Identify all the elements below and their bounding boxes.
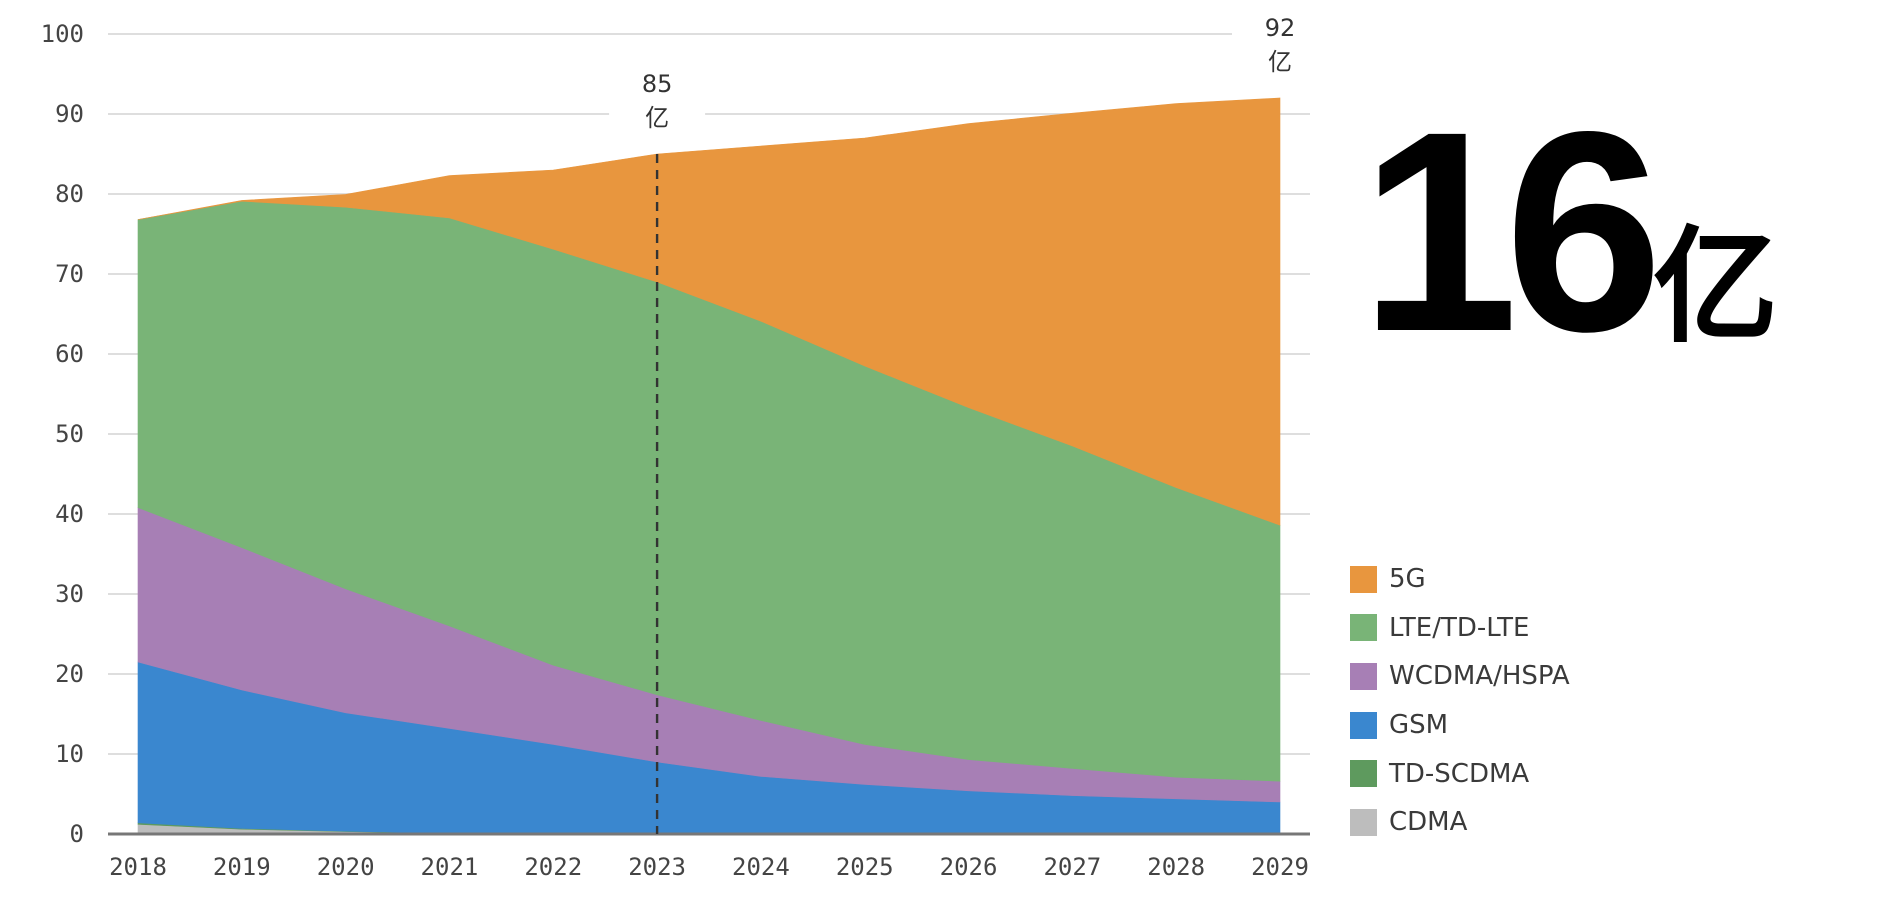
y-tick-label: 0 bbox=[70, 820, 84, 848]
headline-unit: 亿 bbox=[1653, 215, 1779, 360]
legend-label: 5G bbox=[1389, 564, 1426, 595]
legend-swatch bbox=[1350, 808, 1377, 836]
legend-swatch bbox=[1350, 760, 1377, 788]
legend-swatch bbox=[1350, 711, 1377, 739]
x-tick-label: 2018 bbox=[109, 853, 167, 881]
x-tick-label: 2020 bbox=[317, 853, 375, 881]
annotation-label-background bbox=[609, 64, 706, 144]
annotations: 85 亿 92 亿 bbox=[609, 8, 1328, 834]
x-tick-label: 2026 bbox=[940, 853, 998, 881]
y-tick-label: 20 bbox=[55, 660, 84, 688]
legend-item: 5G bbox=[1350, 555, 1570, 604]
legend-label: LTE/TD-LTE bbox=[1389, 612, 1530, 643]
y-tick-label: 80 bbox=[55, 180, 84, 208]
x-tick-label: 2021 bbox=[421, 853, 479, 881]
annotation-value: 92 bbox=[1265, 14, 1296, 42]
annotation-label-background bbox=[1232, 8, 1328, 88]
legend-label: GSM bbox=[1389, 710, 1449, 741]
y-tick-label: 70 bbox=[55, 260, 84, 288]
y-tick-label: 60 bbox=[55, 340, 84, 368]
legend: 5G LTE/TD-LTE WCDMA/HSPA GSM TD-SCDMA CDMA bbox=[1350, 555, 1570, 847]
legend-swatch bbox=[1350, 614, 1377, 642]
legend-label: TD-SCDMA bbox=[1389, 758, 1530, 789]
x-tick-label: 2027 bbox=[1043, 853, 1101, 881]
legend-swatch bbox=[1350, 565, 1377, 593]
y-tick-label: 50 bbox=[55, 420, 84, 448]
legend-label: CDMA bbox=[1389, 807, 1468, 838]
y-tick-label: 10 bbox=[55, 740, 84, 768]
x-tick-label: 2025 bbox=[836, 853, 894, 881]
legend-item: TD-SCDMA bbox=[1350, 749, 1570, 798]
x-tick-label: 2022 bbox=[524, 853, 582, 881]
x-tick-label: 2019 bbox=[213, 853, 271, 881]
x-tick-label: 2023 bbox=[628, 853, 686, 881]
axes: 2018 2019 2020 2021 2022 2023 2024 2025 2026 2027… bbox=[108, 832, 1310, 881]
legend-item: GSM bbox=[1350, 701, 1570, 750]
x-tick-label: 2024 bbox=[732, 853, 790, 881]
headline-number: 16亿 bbox=[1360, 90, 1778, 375]
annotation-value: 85 bbox=[642, 70, 673, 98]
stacked-areas bbox=[137, 97, 1281, 835]
legend-label: WCDMA/HSPA bbox=[1389, 661, 1570, 692]
annotation-unit: 亿 bbox=[645, 104, 669, 132]
y-tick-label: 100 bbox=[41, 20, 84, 48]
legend-item: LTE/TD-LTE bbox=[1350, 604, 1570, 653]
x-tick-label: 2029 bbox=[1251, 853, 1309, 881]
y-tick-label: 90 bbox=[55, 100, 84, 128]
annotation-unit: 亿 bbox=[1268, 48, 1292, 76]
y-tick-label: 40 bbox=[55, 500, 84, 528]
legend-swatch bbox=[1350, 662, 1377, 690]
headline-value: 16 bbox=[1360, 73, 1663, 391]
series-area-5g bbox=[137, 97, 1281, 526]
legend-item: CDMA bbox=[1350, 798, 1570, 847]
x-tick-label: 2028 bbox=[1147, 853, 1205, 881]
legend-item: WCDMA/HSPA bbox=[1350, 652, 1570, 701]
y-tick-label: 30 bbox=[55, 580, 84, 608]
